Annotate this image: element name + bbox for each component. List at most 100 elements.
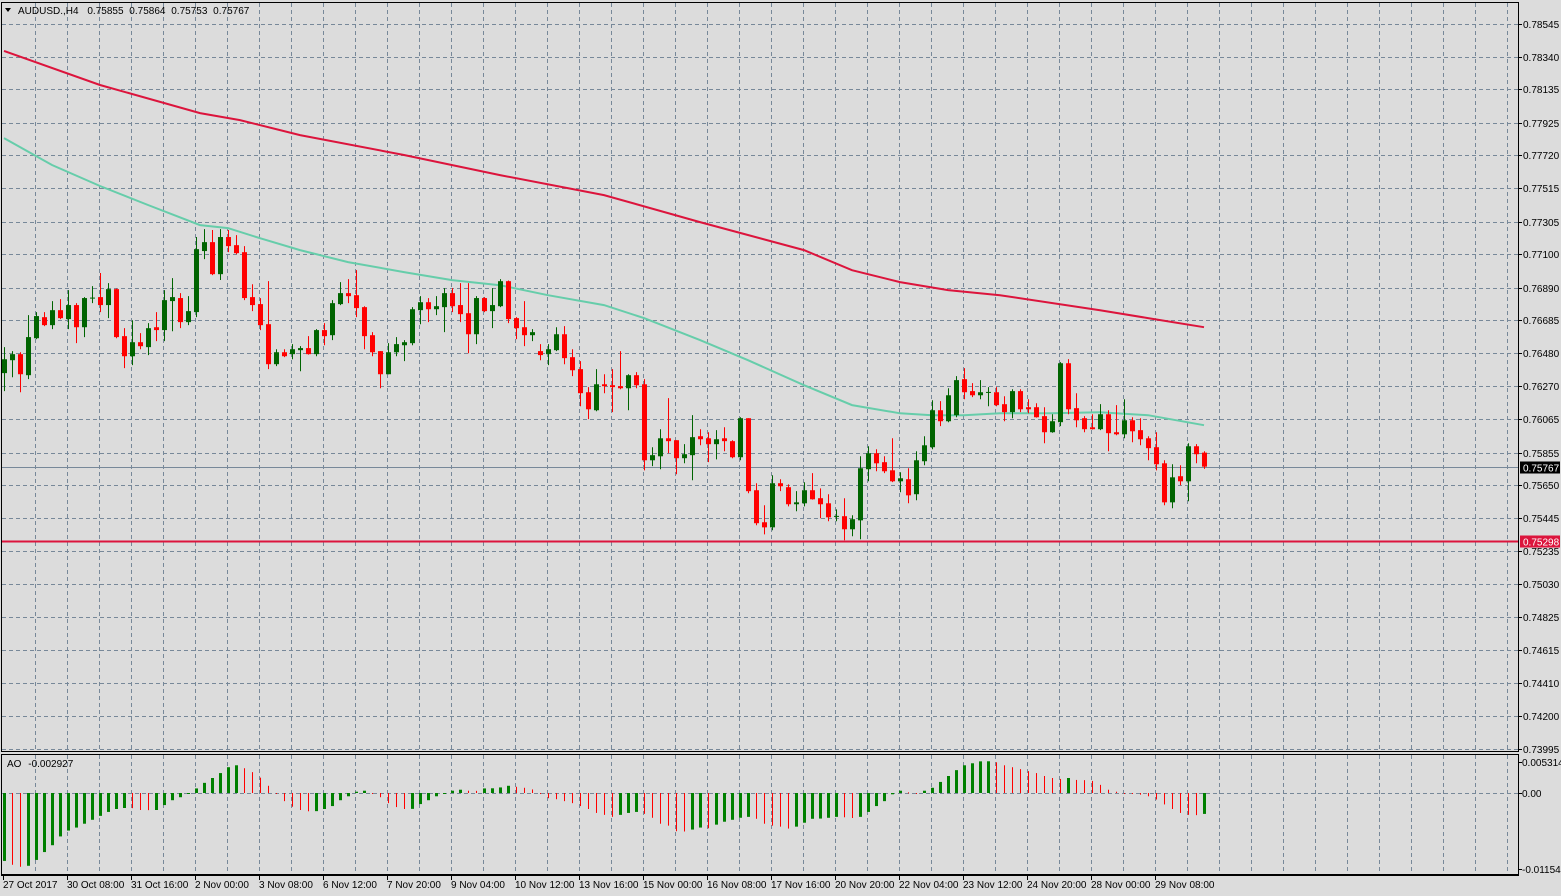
candle [114, 288, 119, 339]
candle [162, 290, 167, 342]
candle [250, 284, 255, 312]
ao-bar [27, 793, 30, 866]
candle-body [882, 462, 887, 472]
ao-bar [1076, 779, 1077, 793]
ao-bar [859, 793, 862, 817]
candle-body [618, 386, 623, 389]
candle-body [546, 349, 551, 355]
candle-body [1146, 438, 1151, 449]
triangle-down-icon[interactable] [5, 8, 11, 12]
candle [282, 349, 287, 358]
time-label: 31 Oct 16:00 [131, 880, 189, 891]
candle-body [930, 410, 935, 448]
candle-body [1066, 363, 1071, 410]
ao-bar [292, 793, 293, 807]
candle [322, 323, 327, 346]
ao-bar [676, 793, 677, 832]
candle-body [1082, 418, 1087, 430]
candle-body [250, 297, 255, 306]
ao-bar [739, 793, 742, 818]
ao-bar [372, 793, 373, 794]
candle [610, 369, 615, 413]
candle [1202, 451, 1207, 469]
candle-body [26, 337, 31, 376]
price-label: 0.73995 [1523, 745, 1560, 756]
candle-body [1050, 421, 1055, 433]
candle-body [650, 455, 655, 461]
candle [538, 344, 543, 361]
candle [810, 473, 815, 500]
ao-bar [947, 776, 950, 793]
current-price-bg [1520, 461, 1560, 474]
candle [290, 344, 295, 360]
ao-bar [203, 782, 206, 793]
ao-bar [827, 793, 830, 818]
candle-body [514, 318, 519, 329]
ao-bar [419, 793, 422, 805]
candle-body [346, 293, 351, 297]
candle-body [722, 438, 727, 442]
price-label: 0.76065 [1523, 415, 1560, 426]
ao-bar [1172, 793, 1173, 809]
ao-bar [835, 793, 838, 817]
ao-scale-label: 0.00 [1522, 789, 1542, 800]
time-label: 28 Nov 00:00 [1091, 880, 1151, 891]
candle-body [50, 310, 55, 326]
time-axis[interactable]: 27 Oct 2017 30 Oct 08:00 31 Oct 16:00 2 Nov… [3, 875, 1215, 891]
price-label: 0.74200 [1523, 712, 1560, 723]
ao-bar [764, 793, 765, 824]
candle-body [1010, 391, 1015, 413]
candle [26, 315, 31, 380]
candle-body [394, 344, 399, 353]
price-label: 0.75235 [1523, 547, 1560, 558]
candle-body [1042, 416, 1047, 433]
candle-body [82, 298, 87, 328]
ao-bar [955, 770, 958, 793]
ao-bar [612, 793, 613, 817]
candle [410, 307, 415, 346]
ao-bar [844, 793, 845, 818]
candle [1066, 359, 1071, 415]
candle [922, 436, 927, 466]
candle-body [106, 289, 111, 306]
ao-bar [819, 793, 822, 819]
candle [898, 472, 903, 493]
ao-bar [1140, 793, 1141, 795]
candle-body [1002, 404, 1007, 413]
candle [138, 333, 143, 350]
ao-bar [691, 793, 694, 830]
candle [122, 328, 127, 369]
candle [378, 351, 383, 389]
candle [914, 451, 919, 501]
time-label: 15 Nov 00:00 [643, 880, 703, 891]
ao-axis[interactable]: 0.005314 0.00 -0.011544 [1518, 758, 1561, 876]
ao-bar [931, 787, 934, 793]
price-axis[interactable]: 0.78545 0.78340 0.78135 0.77925 0.77720 0.775… [1518, 20, 1560, 756]
ao-bar [443, 793, 446, 794]
candle [1090, 414, 1095, 430]
candle-body [194, 249, 199, 313]
time-label: 30 Oct 08:00 [67, 880, 125, 891]
ao-bar [315, 793, 318, 812]
ao-bar [435, 793, 438, 797]
candle [210, 230, 215, 276]
ao-bar [875, 793, 878, 807]
candle-body [978, 392, 983, 396]
candle [490, 288, 495, 329]
ao-bar [219, 773, 222, 793]
candle [514, 317, 519, 340]
ao-bar [1092, 780, 1093, 793]
candle [722, 427, 727, 452]
candle-body [986, 391, 991, 393]
ao-bar [211, 778, 214, 793]
candle [618, 351, 623, 390]
candle [578, 361, 583, 407]
ao-bar [107, 793, 110, 812]
ao-bar [20, 793, 21, 867]
ao-bar [227, 767, 230, 793]
ao-bar [867, 793, 870, 812]
candle-body [362, 307, 367, 337]
candle [1042, 407, 1047, 444]
candle [586, 387, 591, 420]
